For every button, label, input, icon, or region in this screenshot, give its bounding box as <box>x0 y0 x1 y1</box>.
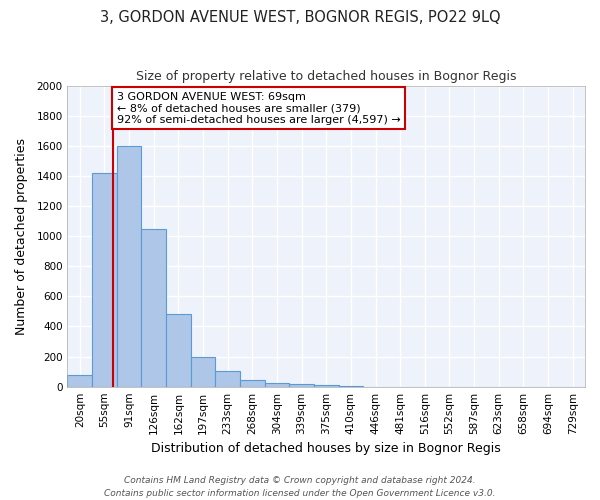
Bar <box>92 173 117 386</box>
Bar <box>117 146 142 386</box>
Bar <box>67 374 92 386</box>
Y-axis label: Number of detached properties: Number of detached properties <box>15 138 28 334</box>
Bar <box>142 228 166 386</box>
Bar <box>166 314 191 386</box>
Bar <box>191 356 215 386</box>
Text: 3, GORDON AVENUE WEST, BOGNOR REGIS, PO22 9LQ: 3, GORDON AVENUE WEST, BOGNOR REGIS, PO2… <box>100 10 500 25</box>
Text: Contains HM Land Registry data © Crown copyright and database right 2024.
Contai: Contains HM Land Registry data © Crown c… <box>104 476 496 498</box>
Title: Size of property relative to detached houses in Bognor Regis: Size of property relative to detached ho… <box>136 70 517 83</box>
Bar <box>265 383 289 386</box>
Bar <box>289 384 314 386</box>
Bar <box>215 371 240 386</box>
Bar <box>240 380 265 386</box>
X-axis label: Distribution of detached houses by size in Bognor Regis: Distribution of detached houses by size … <box>151 442 501 455</box>
Text: 3 GORDON AVENUE WEST: 69sqm
← 8% of detached houses are smaller (379)
92% of sem: 3 GORDON AVENUE WEST: 69sqm ← 8% of deta… <box>117 92 400 125</box>
